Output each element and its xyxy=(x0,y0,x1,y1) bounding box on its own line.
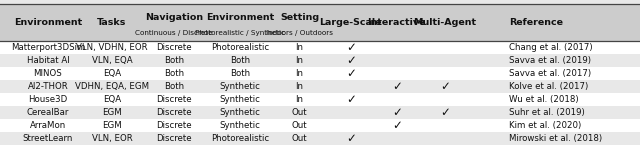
Text: Both: Both xyxy=(230,69,250,78)
Text: CerealBar: CerealBar xyxy=(27,108,69,117)
Text: ✓: ✓ xyxy=(346,67,356,80)
Bar xyxy=(0,80,640,93)
Text: Discrete: Discrete xyxy=(156,108,192,117)
Text: Large-Scale: Large-Scale xyxy=(319,18,382,27)
Text: Savva et al. (2019): Savva et al. (2019) xyxy=(509,56,591,65)
Text: Out: Out xyxy=(292,121,307,130)
Text: Photorealistic: Photorealistic xyxy=(211,134,269,143)
Text: ✓: ✓ xyxy=(392,119,402,132)
Text: VDHN, EQA, EGM: VDHN, EQA, EGM xyxy=(75,82,149,91)
Text: In: In xyxy=(296,56,303,65)
Bar xyxy=(0,41,640,54)
Text: Synthetic: Synthetic xyxy=(220,121,260,130)
Text: Discrete: Discrete xyxy=(156,43,192,52)
Text: ✓: ✓ xyxy=(392,106,402,119)
Text: Tasks: Tasks xyxy=(97,18,127,27)
Text: VLN, EOR: VLN, EOR xyxy=(92,134,132,143)
Text: Synthetic: Synthetic xyxy=(220,95,260,104)
Text: Photorealistic / Synthetic: Photorealistic / Synthetic xyxy=(195,30,285,36)
Text: Discrete: Discrete xyxy=(156,121,192,130)
Text: EQA: EQA xyxy=(103,95,121,104)
Text: Matterport3DSim: Matterport3DSim xyxy=(11,43,85,52)
Text: Indoors / Outdoors: Indoors / Outdoors xyxy=(266,30,333,36)
Text: ✓: ✓ xyxy=(346,54,356,67)
Text: ✓: ✓ xyxy=(346,41,356,54)
Bar xyxy=(0,132,640,145)
Text: ✓: ✓ xyxy=(392,80,402,93)
Text: Photorealistic: Photorealistic xyxy=(211,43,269,52)
Text: ✓: ✓ xyxy=(346,132,356,145)
Text: Both: Both xyxy=(164,56,184,65)
Text: Continuous / Discrete: Continuous / Discrete xyxy=(135,30,213,36)
Text: House3D: House3D xyxy=(28,95,68,104)
Bar xyxy=(0,93,640,106)
Text: Synthetic: Synthetic xyxy=(220,108,260,117)
Text: Navigation: Navigation xyxy=(145,12,203,22)
Text: Both: Both xyxy=(164,69,184,78)
Bar xyxy=(0,119,640,132)
Text: ✓: ✓ xyxy=(346,93,356,106)
Text: Kim et al. (2020): Kim et al. (2020) xyxy=(509,121,581,130)
Text: Environment: Environment xyxy=(14,18,82,27)
Text: Chang et al. (2017): Chang et al. (2017) xyxy=(509,43,593,52)
Text: In: In xyxy=(296,43,303,52)
Text: ✓: ✓ xyxy=(440,106,450,119)
Text: EGM: EGM xyxy=(102,121,122,130)
Text: ✓: ✓ xyxy=(440,80,450,93)
Bar xyxy=(0,67,640,80)
Text: VLN, EQA: VLN, EQA xyxy=(92,56,132,65)
Text: Out: Out xyxy=(292,108,307,117)
Text: Habitat AI: Habitat AI xyxy=(27,56,69,65)
Text: Savva et al. (2017): Savva et al. (2017) xyxy=(509,69,591,78)
Text: Synthetic: Synthetic xyxy=(220,82,260,91)
Bar xyxy=(0,4,640,41)
Text: Mirowski et al. (2018): Mirowski et al. (2018) xyxy=(509,134,602,143)
Text: AI2-THOR: AI2-THOR xyxy=(28,82,68,91)
Text: Environment: Environment xyxy=(206,12,274,22)
Text: Interactive: Interactive xyxy=(367,18,426,27)
Text: In: In xyxy=(296,69,303,78)
Text: EQA: EQA xyxy=(103,69,121,78)
Bar xyxy=(0,106,640,119)
Text: Both: Both xyxy=(230,56,250,65)
Text: Kolve et al. (2017): Kolve et al. (2017) xyxy=(509,82,588,91)
Text: In: In xyxy=(296,82,303,91)
Text: Multi-Agent: Multi-Agent xyxy=(413,18,476,27)
Text: MINOS: MINOS xyxy=(34,69,62,78)
Text: EGM: EGM xyxy=(102,108,122,117)
Text: Setting: Setting xyxy=(280,12,319,22)
Text: ArraMon: ArraMon xyxy=(30,121,66,130)
Text: Both: Both xyxy=(164,82,184,91)
Text: Reference: Reference xyxy=(509,18,563,27)
Text: Discrete: Discrete xyxy=(156,95,192,104)
Text: In: In xyxy=(296,95,303,104)
Text: Wu et al. (2018): Wu et al. (2018) xyxy=(509,95,579,104)
Text: Discrete: Discrete xyxy=(156,134,192,143)
Bar xyxy=(0,54,640,67)
Text: Out: Out xyxy=(292,134,307,143)
Text: StreetLearn: StreetLearn xyxy=(23,134,73,143)
Text: Suhr et al. (2019): Suhr et al. (2019) xyxy=(509,108,584,117)
Text: VLN, VDHN, EOR: VLN, VDHN, EOR xyxy=(76,43,148,52)
